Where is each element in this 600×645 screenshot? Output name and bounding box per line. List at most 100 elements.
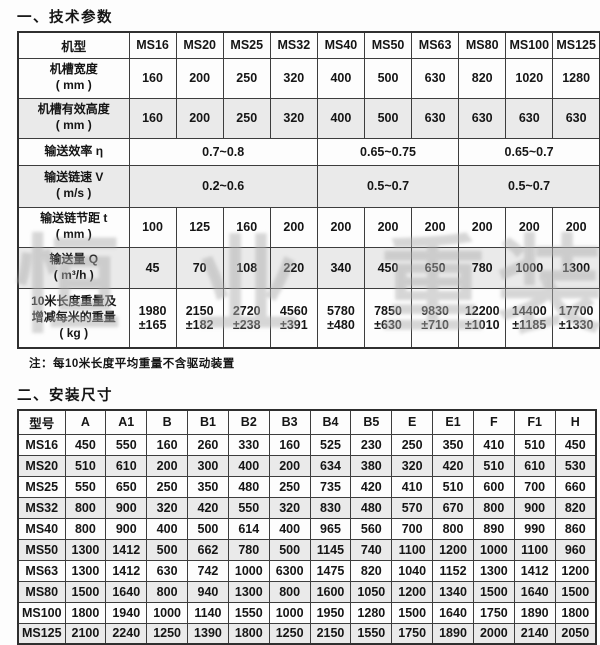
dimension-value: 420 bbox=[432, 454, 474, 477]
dimension-value: 860 bbox=[554, 517, 597, 540]
dimension-value: 610 bbox=[513, 454, 556, 477]
model-header: MS32 bbox=[269, 31, 318, 59]
spec-value: 400 bbox=[316, 97, 365, 139]
dimension-value: 614 bbox=[227, 517, 270, 540]
spec-value-line: ±238 bbox=[232, 317, 261, 332]
dimension-value: 1300 bbox=[64, 538, 107, 561]
spec-value: 250 bbox=[222, 57, 271, 99]
dimension-value: 200 bbox=[146, 454, 189, 477]
dimension-value: 1040 bbox=[391, 559, 434, 582]
header-row: 型号 A A1 B B1 B2 B3 B4 B5 E E1 F F1 H bbox=[17, 409, 597, 435]
spec-value: 200 bbox=[411, 206, 460, 248]
dimension-value: 1152 bbox=[432, 559, 474, 582]
dimension-row: MS63 1300 1412 630 742 1000 6300 1475 820 1040 115… bbox=[17, 559, 597, 582]
dimension-value: 700 bbox=[513, 475, 556, 498]
spec-value: 160 bbox=[222, 206, 271, 248]
row-label-line: ( m/s ) bbox=[56, 186, 92, 200]
row-label: 机槽宽度( mm ) bbox=[17, 57, 130, 99]
dimension-value: 570 bbox=[391, 496, 434, 519]
dimension-value: 1200 bbox=[391, 580, 434, 603]
dimension-value: 1412 bbox=[513, 559, 556, 582]
spec-value-line: ±182 bbox=[185, 317, 214, 332]
column-header: B2 bbox=[227, 409, 270, 435]
dimension-value: 1100 bbox=[513, 538, 556, 561]
dimension-value: 965 bbox=[309, 517, 352, 540]
row-label-line: ( kg ) bbox=[59, 325, 89, 340]
dimension-value: 1800 bbox=[64, 601, 107, 624]
dimension-value: 1550 bbox=[350, 622, 393, 645]
spec-value: 160 bbox=[128, 57, 177, 99]
column-header: F bbox=[472, 409, 515, 435]
dimension-value: 610 bbox=[105, 454, 148, 477]
column-header: E1 bbox=[432, 409, 474, 435]
dimension-value: 1890 bbox=[432, 622, 474, 645]
dimension-value: 1140 bbox=[187, 601, 229, 624]
spec-value: 2150 ±182 bbox=[175, 287, 224, 349]
dimension-value: 550 bbox=[64, 475, 107, 498]
column-header: A1 bbox=[105, 409, 148, 435]
row-label-line: ( mm ) bbox=[55, 227, 92, 241]
dimension-value: 510 bbox=[64, 454, 107, 477]
dimension-value: 900 bbox=[105, 496, 148, 519]
dimension-row: MS40 800 900 400 500 614 400 965 560 700 800 890 990… bbox=[17, 517, 597, 540]
dimension-value: 500 bbox=[146, 538, 189, 561]
dimension-value: 800 bbox=[268, 580, 311, 603]
dimension-value: 410 bbox=[391, 475, 434, 498]
dimension-value: 940 bbox=[187, 580, 229, 603]
model-header: MS80 bbox=[458, 31, 507, 59]
column-header: F1 bbox=[513, 409, 556, 435]
dimension-value: 1000 bbox=[268, 601, 311, 624]
row-label: 输送效率 η bbox=[17, 137, 130, 166]
dimension-value: 1640 bbox=[105, 580, 148, 603]
dimension-value: 800 bbox=[472, 496, 515, 519]
dimension-value: 1250 bbox=[146, 622, 189, 645]
spec-value: 12200 ±1010 bbox=[458, 287, 507, 349]
model-cell: MS40 bbox=[17, 517, 66, 540]
spec-value-line: ±630 bbox=[374, 317, 402, 332]
spec-value: 0.5~0.7 bbox=[458, 164, 600, 208]
spec-value-line: ±710 bbox=[421, 317, 449, 332]
dimension-value: 1600 bbox=[309, 580, 352, 603]
dimension-value: 550 bbox=[227, 496, 270, 519]
spec-value: 630 bbox=[411, 57, 460, 99]
dimension-value: 900 bbox=[105, 517, 148, 540]
spec-value: 1280 bbox=[552, 57, 600, 99]
spec-value: 500 bbox=[363, 57, 413, 99]
dimension-value: 300 bbox=[187, 454, 229, 477]
dimension-value: 630 bbox=[146, 559, 189, 582]
spec-value-line: 2150 bbox=[185, 303, 214, 318]
dimension-value: 250 bbox=[146, 475, 189, 498]
spec-value: 250 bbox=[222, 97, 271, 139]
dimension-value: 1250 bbox=[268, 622, 311, 645]
row-label: 10米长度重量及 增减每米的重量( kg ) bbox=[17, 287, 130, 349]
dimension-value: 510 bbox=[432, 475, 474, 498]
spec-value: 320 bbox=[269, 97, 318, 139]
column-header: B5 bbox=[350, 409, 393, 435]
dimension-value: 250 bbox=[391, 433, 434, 456]
model-header: MS16 bbox=[128, 31, 177, 59]
spec-value-line: 5780 bbox=[327, 303, 355, 318]
dimension-value: 1500 bbox=[391, 601, 434, 624]
model-cell: MS80 bbox=[17, 580, 66, 603]
dimension-value: 500 bbox=[268, 538, 311, 561]
dimension-value: 450 bbox=[64, 433, 107, 456]
spec-value: 820 bbox=[458, 57, 507, 99]
spec-row: 输送链节距 t( mm ) 100 125 160 200 200 200 200 200 200… bbox=[17, 206, 600, 248]
spec-value: 1020 bbox=[505, 57, 554, 99]
dimension-value: 800 bbox=[146, 580, 189, 603]
spec-sheet-page: { "section1": { "title": "一、技术参数", "note… bbox=[0, 6, 600, 645]
row-label-line: 输送效率 η bbox=[44, 143, 104, 158]
spec-value: 630 bbox=[458, 97, 507, 139]
model-header: MS63 bbox=[411, 31, 460, 59]
spec-value: 9830 ±710 bbox=[411, 287, 460, 349]
spec-value: 4560 ±391 bbox=[269, 287, 318, 349]
dimension-value: 1100 bbox=[391, 538, 434, 561]
spec-value: 320 bbox=[269, 57, 318, 99]
dimension-value: 1890 bbox=[513, 601, 556, 624]
spec-value-line: 2720 bbox=[232, 303, 261, 318]
dimension-value: 500 bbox=[187, 517, 229, 540]
row-label: 输送量 Q( m³/h ) bbox=[17, 246, 130, 289]
spec-value: 70 bbox=[175, 246, 224, 289]
dimension-value: 525 bbox=[309, 433, 352, 456]
dimension-value: 634 bbox=[309, 454, 352, 477]
